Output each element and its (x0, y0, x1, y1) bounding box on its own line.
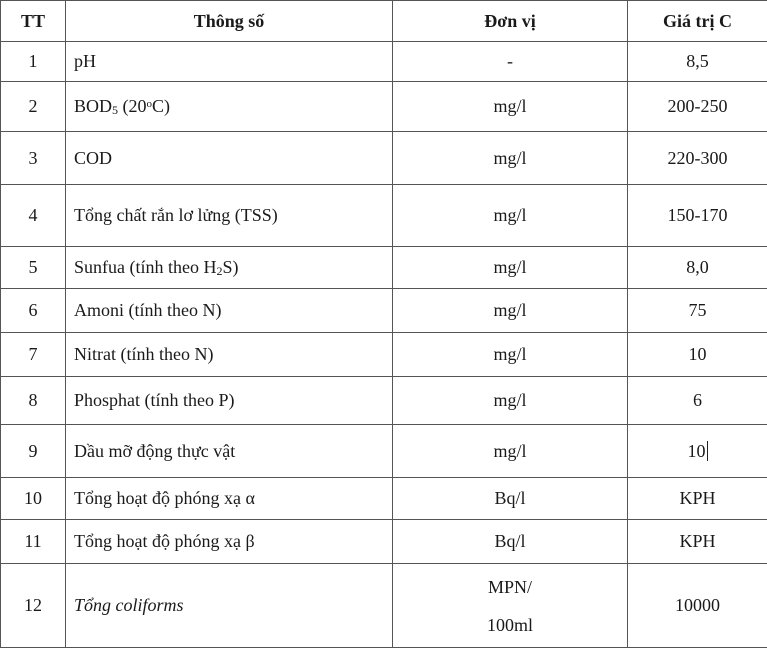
row-param: pH (65, 41, 393, 82)
row-tt: 11 (0, 519, 66, 564)
row-tt: 10 (0, 477, 66, 520)
row-param: Tổng hoạt độ phóng xạ β (65, 519, 393, 564)
row-tt: 6 (0, 288, 66, 333)
table-row: 3 COD mg/l 220-300 (0, 131, 767, 185)
row-param: COD (65, 131, 393, 185)
row-tt: 5 (0, 246, 66, 289)
row-tt: 8 (0, 376, 66, 425)
param-text: BOD (74, 95, 113, 116)
unit-line: MPN/ (487, 576, 532, 597)
param-text: S) (222, 256, 239, 277)
param-subscript: 2 (216, 263, 223, 278)
row-value: 6 (627, 376, 767, 425)
row-unit: mg/l (392, 424, 628, 478)
row-tt: 3 (0, 131, 66, 185)
row-value: 10000 (627, 563, 767, 648)
row-tt: 2 (0, 81, 66, 132)
row-tt: 7 (0, 332, 66, 377)
unit-line: 100ml (486, 614, 533, 635)
row-unit: Bq/l (392, 519, 628, 564)
row-unit: mg/l (392, 81, 628, 132)
table-row: 9 Dầu mỡ động thực vật mg/l 10 (0, 424, 767, 478)
row-value: 220-300 (627, 131, 767, 185)
row-param: Tổng hoạt độ phóng xạ α (65, 477, 393, 520)
row-param: Sunfua (tính theo H2S) (65, 246, 393, 289)
header-value: Giá trị C (627, 0, 767, 42)
row-value: 150-170 (627, 184, 767, 247)
param-superscript: o (146, 97, 153, 110)
table-row: 10 Tổng hoạt độ phóng xạ α Bq/l KPH (0, 477, 767, 520)
table-header-row: TT Thông số Đơn vị Giá trị C (0, 0, 767, 42)
param-text: Sunfua (tính theo H (74, 256, 217, 277)
row-value: KPH (627, 477, 767, 520)
row-value: 10 (627, 332, 767, 377)
row-param: Dầu mỡ động thực vật (65, 424, 393, 478)
row-value: 8,5 (627, 41, 767, 82)
row-value: 75 (627, 288, 767, 333)
header-param: Thông số (65, 0, 393, 42)
row-unit: mg/l (392, 131, 628, 185)
row-value: KPH (627, 519, 767, 564)
row-unit: MPN/100ml (392, 563, 628, 648)
row-param: Tổng coliforms (65, 563, 393, 648)
table-row: 6 Amoni (tính theo N) mg/l 75 (0, 288, 767, 333)
row-unit: mg/l (392, 288, 628, 333)
row-tt: 1 (0, 41, 66, 82)
table-row: 8 Phosphat (tính theo P) mg/l 6 (0, 376, 767, 425)
param-text: (20 (118, 95, 147, 116)
param-subscript: 5 (112, 102, 119, 117)
table-row: 5 Sunfua (tính theo H2S) mg/l 8,0 (0, 246, 767, 289)
row-param: BOD5 (20oC) (65, 81, 393, 132)
value-text: 10 (687, 440, 706, 461)
row-unit: mg/l (392, 332, 628, 377)
row-value-editing[interactable]: 10 (627, 424, 767, 478)
header-tt: TT (0, 0, 66, 42)
row-unit: - (392, 41, 628, 82)
row-unit: Bq/l (392, 477, 628, 520)
row-tt: 12 (0, 563, 66, 648)
row-param: Amoni (tính theo N) (65, 288, 393, 333)
row-value: 200-250 (627, 81, 767, 132)
row-param: Tổng chất rắn lơ lửng (TSS) (65, 184, 393, 247)
row-param: Phosphat (tính theo P) (65, 376, 393, 425)
row-tt: 9 (0, 424, 66, 478)
row-value: 8,0 (627, 246, 767, 289)
table-row: 2 BOD5 (20oC) mg/l 200-250 (0, 81, 767, 132)
text-cursor (706, 440, 708, 461)
table-row: 7 Nitrat (tính theo N) mg/l 10 (0, 332, 767, 377)
param-text: C) (152, 95, 171, 116)
table-row: 12 Tổng coliforms MPN/100ml 10000 (0, 563, 767, 648)
row-unit: mg/l (392, 184, 628, 247)
table-row: 11 Tổng hoạt độ phóng xạ β Bq/l KPH (0, 519, 767, 564)
row-unit: mg/l (392, 376, 628, 425)
table-row: 1 pH - 8,5 (0, 41, 767, 82)
table-row: 4 Tổng chất rắn lơ lửng (TSS) mg/l 150-1… (0, 184, 767, 247)
row-unit: mg/l (392, 246, 628, 289)
row-param: Nitrat (tính theo N) (65, 332, 393, 377)
row-tt: 4 (0, 184, 66, 247)
header-unit: Đơn vị (392, 0, 628, 42)
